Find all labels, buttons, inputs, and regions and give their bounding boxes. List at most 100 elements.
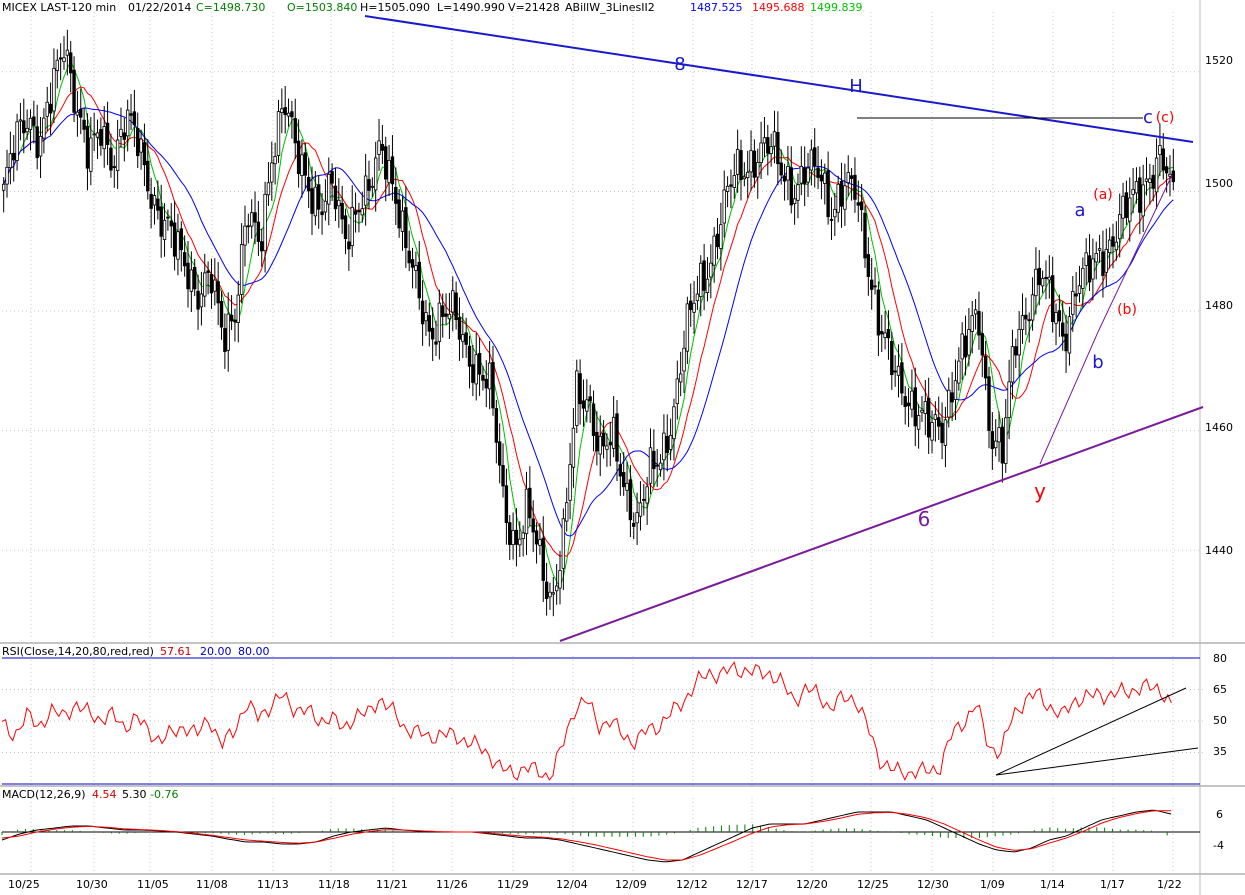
price-candle <box>977 311 981 336</box>
price-candle <box>937 417 941 427</box>
price-candle <box>551 592 556 595</box>
wave-annotation: (b) <box>1117 302 1137 318</box>
price-candle <box>943 419 948 446</box>
price-candle <box>836 183 840 213</box>
price-candle <box>377 140 381 155</box>
price-candle <box>360 208 364 216</box>
price-candle <box>1034 268 1038 297</box>
price-candle <box>139 138 143 153</box>
price-candle <box>1154 157 1159 193</box>
price-candle <box>79 108 83 118</box>
price-candle <box>695 293 700 302</box>
x-tick: 11/05 <box>137 878 169 891</box>
price-candle <box>699 262 703 297</box>
price-candle <box>256 221 261 242</box>
price-candle <box>685 303 690 352</box>
rsi-trendline <box>995 747 1199 776</box>
x-tick: 12/17 <box>736 878 768 891</box>
price-candle <box>1064 333 1068 352</box>
price-candle <box>410 259 415 268</box>
price-candle <box>340 203 344 220</box>
price-candle <box>260 241 264 252</box>
price-candle <box>1104 248 1108 273</box>
price-candle <box>474 354 478 385</box>
price-candle <box>1121 195 1125 219</box>
price-candle <box>233 319 237 323</box>
price-candle <box>1057 310 1062 322</box>
price-candle <box>541 537 545 581</box>
rsi-line <box>1 661 1172 781</box>
price-candle <box>859 201 864 211</box>
price-candle <box>990 431 995 450</box>
price-candle <box>387 159 391 184</box>
macd-panel <box>1 809 1200 863</box>
wave-annotation: (a) <box>1093 187 1113 203</box>
price-candle <box>766 137 770 154</box>
price-candle <box>219 300 224 328</box>
price-candle <box>102 126 106 150</box>
price-candle <box>849 175 854 179</box>
price-candle <box>913 387 917 427</box>
price-candle <box>846 172 850 184</box>
price-candle <box>1101 251 1105 276</box>
price-candle <box>213 279 217 292</box>
price-candle <box>317 184 321 210</box>
price-candle <box>471 364 475 383</box>
price-candle <box>561 518 566 569</box>
price-candle <box>169 220 173 227</box>
wave-annotation: b <box>1092 352 1103 373</box>
price-candle <box>1161 148 1165 171</box>
price-candle <box>25 127 29 133</box>
price-candle <box>1091 258 1095 280</box>
price-candle <box>280 108 284 114</box>
price-candle <box>819 174 824 182</box>
price-candle <box>1077 285 1082 294</box>
x-tick: 12/12 <box>676 878 708 891</box>
open-label: O=1503.840 <box>287 1 358 14</box>
price-candle <box>1171 170 1176 183</box>
y-tick: 1500 <box>1205 177 1233 190</box>
price-candle <box>799 165 804 184</box>
study-label: ABillW_3LinesII2 <box>565 1 655 14</box>
price-candle <box>15 121 19 161</box>
price-candle <box>960 333 964 360</box>
price-candle <box>58 57 63 60</box>
wave-annotation: c <box>1143 107 1153 128</box>
wave-annotation: 6 <box>918 507 931 531</box>
price-candle <box>263 193 267 251</box>
price-candle <box>745 171 750 179</box>
trendline-8 <box>364 15 1194 143</box>
price-candle <box>816 167 820 178</box>
price-candle <box>678 373 683 383</box>
price-candle <box>115 139 120 171</box>
blue-ma-line <box>3 107 1174 537</box>
price-candle <box>296 140 301 175</box>
price-candle <box>152 195 157 206</box>
price-candle <box>477 352 482 375</box>
price-candle <box>1030 294 1035 321</box>
price-candle <box>900 362 904 394</box>
rsi-lower: 20.00 <box>200 645 232 658</box>
price-candle <box>223 328 227 352</box>
price-candle <box>565 502 569 522</box>
price-candle <box>950 392 954 403</box>
price-candle <box>668 435 673 450</box>
price-candle <box>464 332 468 345</box>
price-candle <box>568 464 572 501</box>
price-candle <box>434 341 438 345</box>
price-candle <box>705 278 710 293</box>
price-candle <box>109 147 113 171</box>
x-tick: 1/22 <box>1157 878 1182 891</box>
price-candle <box>186 262 190 290</box>
price-candle <box>578 373 582 405</box>
price-candle <box>732 175 736 188</box>
price-candle <box>394 186 398 204</box>
price-candle <box>883 332 887 338</box>
x-tick: 1/14 <box>1040 878 1065 891</box>
price-candle <box>283 107 287 116</box>
price-candle <box>692 302 696 313</box>
price-candle <box>665 436 669 454</box>
price-candle <box>333 185 338 210</box>
price-candle <box>45 101 49 117</box>
macd-signal-value: 5.30 <box>122 788 147 801</box>
